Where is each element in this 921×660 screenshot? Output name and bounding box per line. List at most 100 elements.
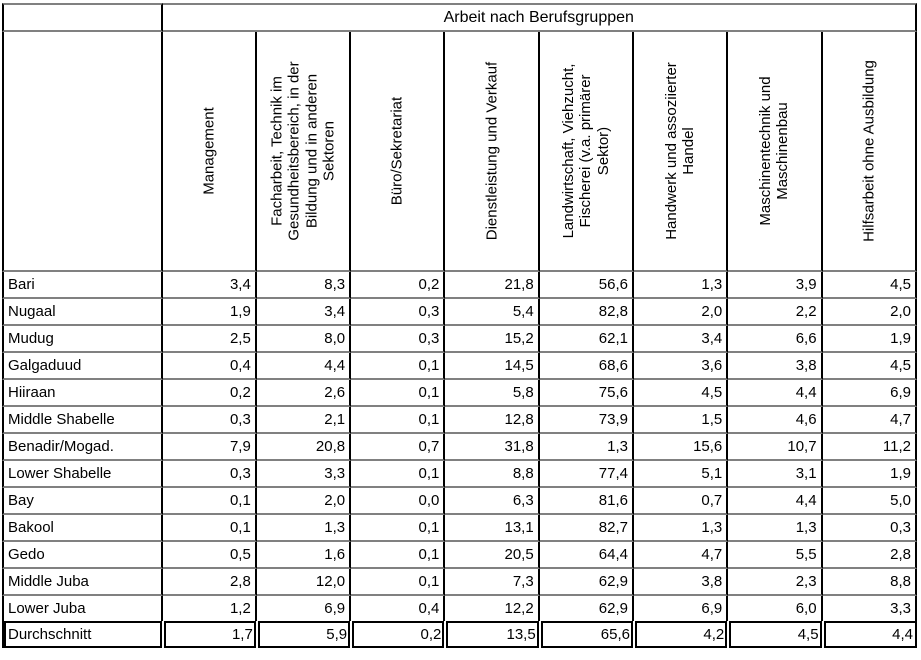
column-header-label: Facharbeit, Technik im Gesundheitsbereic… [268, 61, 338, 241]
value-cell: 0,7 [633, 488, 729, 515]
column-header-label: Dienstleistung und Verkauf [482, 61, 500, 241]
value-cell: 14,5 [445, 353, 540, 380]
value-cell: 77,4 [539, 461, 634, 488]
value-cell: 1,3 [539, 434, 634, 461]
table-row: Lower Shabelle 0,3 3,3 0,1 8,8 77,4 5,1 3,1 1,9 [2, 461, 917, 488]
value-cell: 0,3 [162, 461, 257, 488]
table-row: Bari 3,4 8,3 0,2 21,8 56,6 1,3 3,9 4,5 [2, 272, 917, 299]
value-cell: 6,9 [633, 596, 729, 621]
summary-value-cell: 1,7 [162, 621, 257, 648]
row-label: Gedo [2, 542, 163, 569]
value-cell: 0,1 [351, 461, 446, 488]
row-label: Hiiraan [2, 380, 163, 407]
value-cell: 2,8 [162, 569, 257, 596]
value-cell: 0,3 [351, 299, 446, 326]
row-label: Middle Juba [2, 569, 163, 596]
value-cell: 68,6 [539, 353, 634, 380]
value-cell: 4,4 [728, 488, 823, 515]
value-cell: 6,9 [822, 380, 917, 407]
value-cell: 3,6 [633, 353, 729, 380]
value-cell: 3,4 [162, 272, 257, 299]
value-cell: 4,4 [728, 380, 823, 407]
summary-value-cell: 4,5 [728, 621, 823, 648]
summary-value-cell: 4,2 [633, 621, 729, 648]
value-cell: 5,0 [822, 488, 917, 515]
value-cell: 0,2 [351, 272, 446, 299]
value-cell: 4,5 [822, 353, 917, 380]
row-label: Bakool [2, 515, 163, 542]
value-cell: 4,5 [822, 272, 917, 299]
value-cell: 3,4 [256, 299, 352, 326]
column-header-6: Maschinentechnik und Maschinenbau [728, 32, 823, 272]
value-cell: 13,1 [445, 515, 540, 542]
value-cell: 8,0 [256, 326, 352, 353]
row-label: Benadir/Mogad. [2, 434, 163, 461]
value-cell: 3,3 [256, 461, 352, 488]
value-cell: 4,5 [633, 380, 729, 407]
value-cell: 0,1 [351, 569, 446, 596]
value-cell: 4,6 [728, 407, 823, 434]
table-row: Bakool 0,1 1,3 0,1 13,1 82,7 1,3 1,3 0,3 [2, 515, 917, 542]
title-row: Arbeit nach Berufsgruppen [2, 3, 917, 32]
value-cell: 4,7 [822, 407, 917, 434]
table-row: Lower Juba 1,2 6,9 0,4 12,2 62,9 6,9 6,0 3,3 [2, 596, 917, 621]
value-cell: 1,2 [162, 596, 257, 621]
column-header-label: Handwerk und assoziierter Handel [662, 62, 698, 240]
table-row: Hiiraan 0,2 2,6 0,1 5,8 75,6 4,5 4,4 6,9 [2, 380, 917, 407]
value-cell: 2,1 [256, 407, 352, 434]
corner-cell [2, 3, 163, 32]
value-cell: 1,9 [162, 299, 257, 326]
column-header-label: Landwirtschaft, Viehzucht, Fischerei (v.… [559, 63, 612, 239]
value-cell: 6,0 [728, 596, 823, 621]
value-cell: 2,2 [728, 299, 823, 326]
table-row: Mudug 2,5 8,0 0,3 15,2 62,1 3,4 6,6 1,9 [2, 326, 917, 353]
value-cell: 0,3 [351, 326, 446, 353]
value-cell: 82,8 [539, 299, 634, 326]
value-cell: 6,3 [445, 488, 540, 515]
value-cell: 21,8 [445, 272, 540, 299]
table-row: Bay 0,1 2,0 0,0 6,3 81,6 0,7 4,4 5,0 [2, 488, 917, 515]
row-label: Middle Shabelle [2, 407, 163, 434]
value-cell: 1,3 [633, 515, 729, 542]
value-cell: 12,8 [445, 407, 540, 434]
row-label: Bay [2, 488, 163, 515]
table-row: Nugaal 1,9 3,4 0,3 5,4 82,8 2,0 2,2 2,0 [2, 299, 917, 326]
value-cell: 1,5 [633, 407, 729, 434]
value-cell: 5,4 [445, 299, 540, 326]
value-cell: 15,2 [445, 326, 540, 353]
table-row: Middle Juba 2,8 12,0 0,1 7,3 62,9 3,8 2,3 8,8 [2, 569, 917, 596]
value-cell: 31,8 [445, 434, 540, 461]
table-row: Benadir/Mogad. 7,9 20,8 0,7 31,8 1,3 15,6 10,7 1… [2, 434, 917, 461]
column-header-label: Büro/Sekretariat [388, 96, 406, 206]
value-cell: 4,4 [256, 353, 352, 380]
row-label: Lower Shabelle [2, 461, 163, 488]
row-label: Mudug [2, 326, 163, 353]
value-cell: 2,6 [256, 380, 352, 407]
summary-label: Durchschnitt [2, 621, 163, 648]
value-cell: 8,8 [445, 461, 540, 488]
column-header-7: Hilfsarbeit ohne Ausbildung [822, 32, 917, 272]
value-cell: 2,0 [256, 488, 352, 515]
table-row: Galgaduud 0,4 4,4 0,1 14,5 68,6 3,6 3,8 4,5 [2, 353, 917, 380]
value-cell: 56,6 [539, 272, 634, 299]
value-cell: 6,6 [728, 326, 823, 353]
value-cell: 73,9 [539, 407, 634, 434]
value-cell: 1,3 [256, 515, 352, 542]
value-cell: 10,7 [728, 434, 823, 461]
value-cell: 2,8 [822, 542, 917, 569]
column-header-label: Management [200, 107, 218, 195]
value-cell: 3,1 [728, 461, 823, 488]
column-header-1: Facharbeit, Technik im Gesundheitsbereic… [256, 32, 352, 272]
occupation-table: Arbeit nach Berufsgruppen Management Fach… [2, 3, 917, 648]
value-cell: 5,1 [633, 461, 729, 488]
column-header-5: Handwerk und assoziierter Handel [633, 32, 729, 272]
value-cell: 81,6 [539, 488, 634, 515]
value-cell: 0,1 [162, 515, 257, 542]
value-cell: 0,3 [822, 515, 917, 542]
column-header-3: Dienstleistung und Verkauf [445, 32, 540, 272]
value-cell: 3,4 [633, 326, 729, 353]
value-cell: 0,5 [162, 542, 257, 569]
value-cell: 1,9 [822, 326, 917, 353]
table-body: Bari 3,4 8,3 0,2 21,8 56,6 1,3 3,9 4,5 Nugaal 1,9 3… [2, 272, 917, 621]
value-cell: 64,4 [539, 542, 634, 569]
